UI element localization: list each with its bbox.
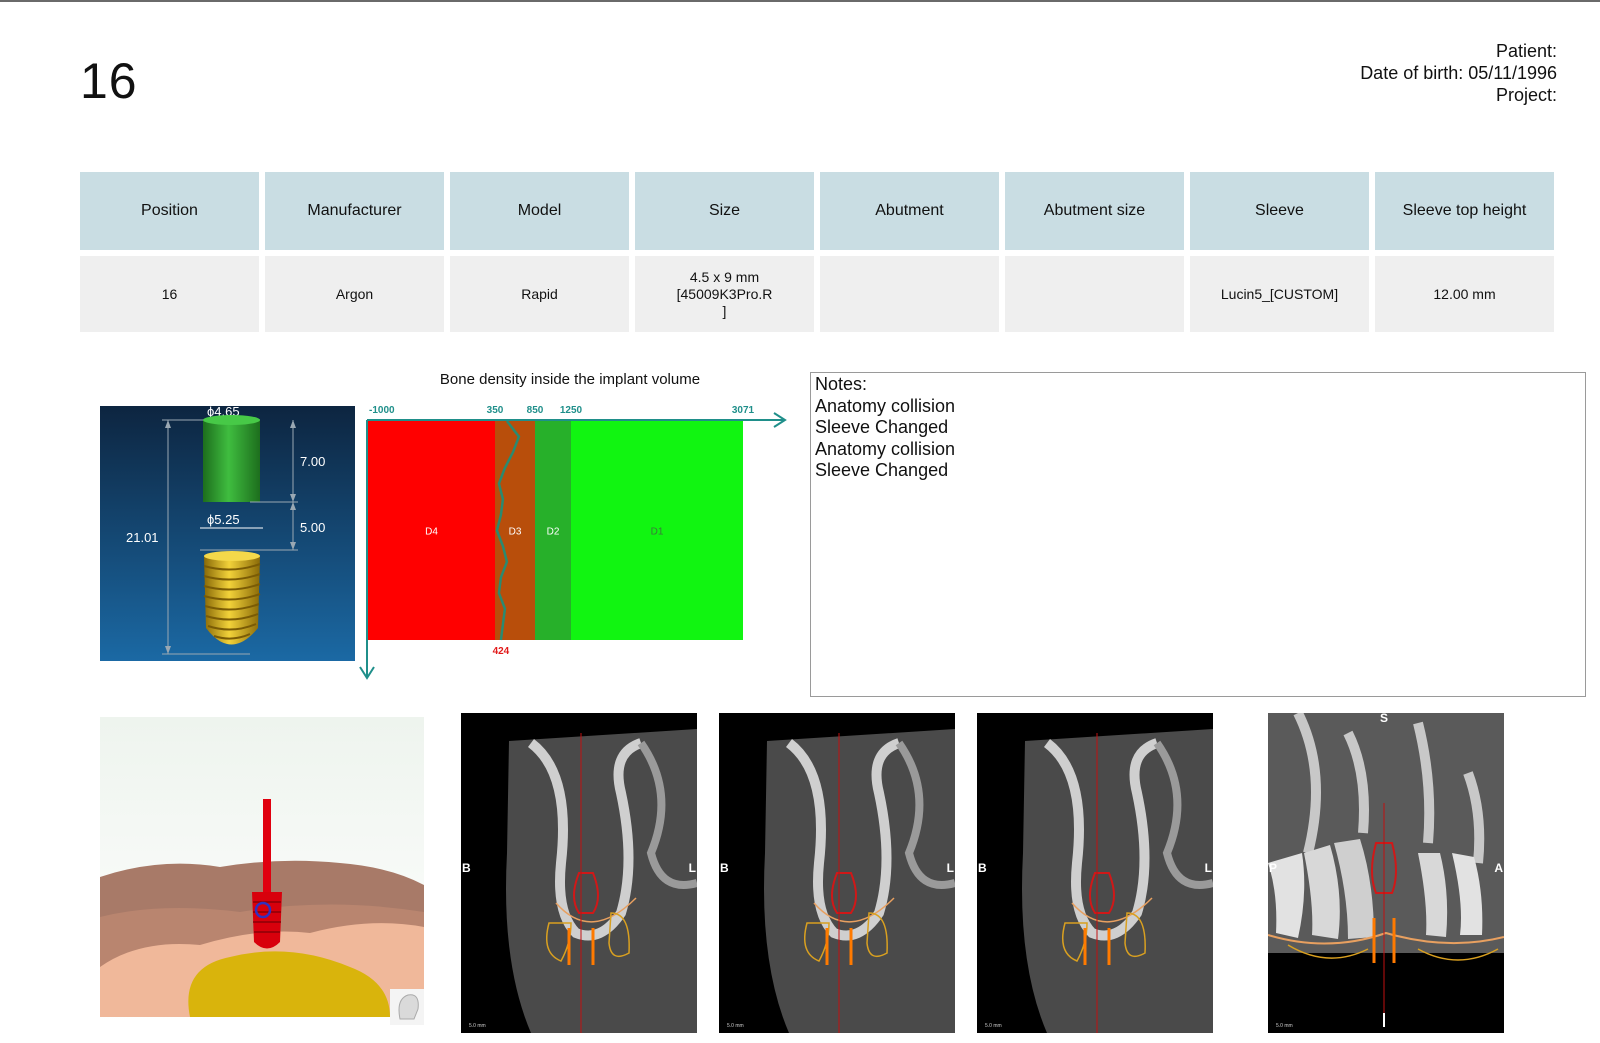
density-band-label: D1 bbox=[651, 527, 664, 538]
ct-panoramic-view[interactable]: P A S 5.0 mm bbox=[1267, 710, 1505, 1033]
arrow-up-icon bbox=[290, 502, 296, 510]
patient-label: Patient: bbox=[1495, 41, 1557, 61]
cell-sleeve-top-height: 12.00 mm bbox=[1375, 250, 1554, 332]
header-abutment: Abutment bbox=[820, 172, 999, 250]
ct-slice-view[interactable]: B L 5.0 mm bbox=[977, 713, 1215, 1033]
top-rule bbox=[0, 0, 1600, 2]
arrow-up-icon bbox=[290, 420, 296, 428]
density-band-label: D3 bbox=[509, 527, 522, 538]
table-row: 16 Argon Rapid 4.5 x 9 mm [45009K3Pro.R … bbox=[80, 250, 1554, 332]
implant-model bbox=[252, 892, 282, 949]
sleeve-shape bbox=[203, 420, 260, 502]
patient-info: Patient: Date of birth: 05/11/1996 Proje… bbox=[1360, 40, 1557, 106]
x-axis-arrow-icon bbox=[773, 412, 787, 428]
cell-sleeve: Lucin5_[CUSTOM] bbox=[1190, 250, 1369, 332]
gap-length-label: 5.00 bbox=[300, 520, 325, 535]
ct-slice-image bbox=[719, 713, 957, 1033]
ct-slice-view[interactable]: B L 5.0 mm bbox=[461, 713, 699, 1033]
axis-tick-label: 1250 bbox=[560, 405, 583, 416]
axis-tick-label: 850 bbox=[527, 405, 544, 416]
ct-slice-image bbox=[977, 713, 1215, 1033]
ct-right-label: L bbox=[1204, 861, 1212, 875]
cell-manufacturer: Argon bbox=[265, 250, 444, 332]
implant-axis-pin bbox=[263, 799, 271, 894]
arrow-down-icon bbox=[165, 646, 171, 654]
density-band-d1 bbox=[571, 421, 743, 640]
notes-box: Notes: Anatomy collision Sleeve Changed … bbox=[810, 372, 1586, 697]
axis-tick-label: 3071 bbox=[732, 405, 755, 416]
bottom-diameter-label: ϕ5.25 bbox=[207, 512, 240, 527]
cell-abutment bbox=[820, 250, 999, 332]
size-line-3: ] bbox=[722, 302, 727, 319]
header-sleeve-top-height: Sleeve top height bbox=[1375, 172, 1554, 250]
sleeve-top bbox=[203, 415, 260, 425]
cell-model: Rapid bbox=[450, 250, 629, 332]
size-line-2: [45009K3Pro.R bbox=[676, 285, 773, 302]
density-profile-line bbox=[495, 420, 521, 641]
arrow-down-icon bbox=[290, 494, 296, 502]
implant-diagram: 21.01 ϕ4.65 7.00 5.00 ϕ5.25 bbox=[100, 406, 355, 661]
bone-density-chart: -1000 350 850 1250 3071 D4 D3 D2 D1 424 bbox=[359, 405, 787, 680]
note-line: Sleeve Changed bbox=[815, 417, 949, 437]
table-header-row: Position Manufacturer Model Size Abutmen… bbox=[80, 172, 1554, 250]
density-band-d4 bbox=[368, 421, 495, 640]
header-size: Size bbox=[635, 172, 814, 250]
project-label: Project: bbox=[1495, 85, 1557, 105]
header-position: Position bbox=[80, 172, 259, 250]
ct-scale-label: 5.0 mm bbox=[469, 1023, 486, 1029]
ct-left-label: B bbox=[978, 861, 987, 875]
bone-density-title: Bone density inside the implant volume bbox=[439, 371, 701, 388]
implant-table: Position Manufacturer Model Size Abutmen… bbox=[74, 172, 1560, 332]
y-axis-arrow-icon bbox=[359, 666, 375, 680]
implant-body bbox=[203, 551, 261, 645]
bone-volume bbox=[188, 951, 390, 1017]
date-of-birth: Date of birth: 05/11/1996 bbox=[1360, 63, 1557, 83]
ct-scale-label: 5.0 mm bbox=[985, 1023, 1002, 1029]
ct-scale-label: 5.0 mm bbox=[727, 1023, 744, 1029]
total-length-label: 21.01 bbox=[126, 530, 159, 545]
axis-tick-label: 350 bbox=[487, 405, 504, 416]
density-band-label: D2 bbox=[547, 527, 560, 538]
ct-scale-label: 5.0 mm bbox=[1276, 1023, 1293, 1029]
ct-right-label: L bbox=[688, 861, 696, 875]
cell-abutment-size bbox=[1005, 250, 1184, 332]
ct-right-label: L bbox=[946, 861, 954, 875]
density-band-label: D4 bbox=[425, 527, 438, 538]
cell-size: 4.5 x 9 mm [45009K3Pro.R ] bbox=[635, 250, 814, 332]
ct-top-label: S bbox=[1380, 711, 1389, 725]
ct-slice-image bbox=[461, 713, 699, 1033]
sleeve-ring-icon bbox=[254, 901, 272, 919]
notes-title: Notes: bbox=[815, 374, 868, 394]
page-title: 16 bbox=[80, 53, 138, 109]
density-band-d2 bbox=[535, 421, 571, 640]
arrow-up-icon bbox=[165, 420, 171, 428]
note-line: Anatomy collision bbox=[815, 395, 956, 416]
size-line-1: 4.5 x 9 mm bbox=[689, 268, 760, 285]
sleeve-length-label: 7.00 bbox=[300, 454, 325, 469]
3d-model-view bbox=[100, 717, 424, 1025]
header-model: Model bbox=[450, 172, 629, 250]
ct-left-label: P bbox=[1269, 861, 1278, 875]
note-line: Sleeve Changed bbox=[815, 460, 949, 480]
header-manufacturer: Manufacturer bbox=[265, 172, 444, 250]
axis-tick-label: -1000 bbox=[369, 405, 395, 416]
cell-position: 16 bbox=[80, 250, 259, 332]
ct-left-label: B bbox=[462, 861, 471, 875]
arrow-down-icon bbox=[290, 542, 296, 550]
ct-right-label: A bbox=[1494, 861, 1503, 875]
mean-value-label: 424 bbox=[493, 646, 510, 657]
header-abutment-size: Abutment size bbox=[1005, 172, 1184, 250]
ct-panoramic-image bbox=[1267, 710, 1505, 1033]
ct-slice-view[interactable]: B L 5.0 mm bbox=[719, 713, 957, 1033]
header-sleeve: Sleeve bbox=[1190, 172, 1369, 250]
ct-left-label: B bbox=[720, 861, 729, 875]
note-line: Anatomy collision bbox=[815, 438, 956, 459]
